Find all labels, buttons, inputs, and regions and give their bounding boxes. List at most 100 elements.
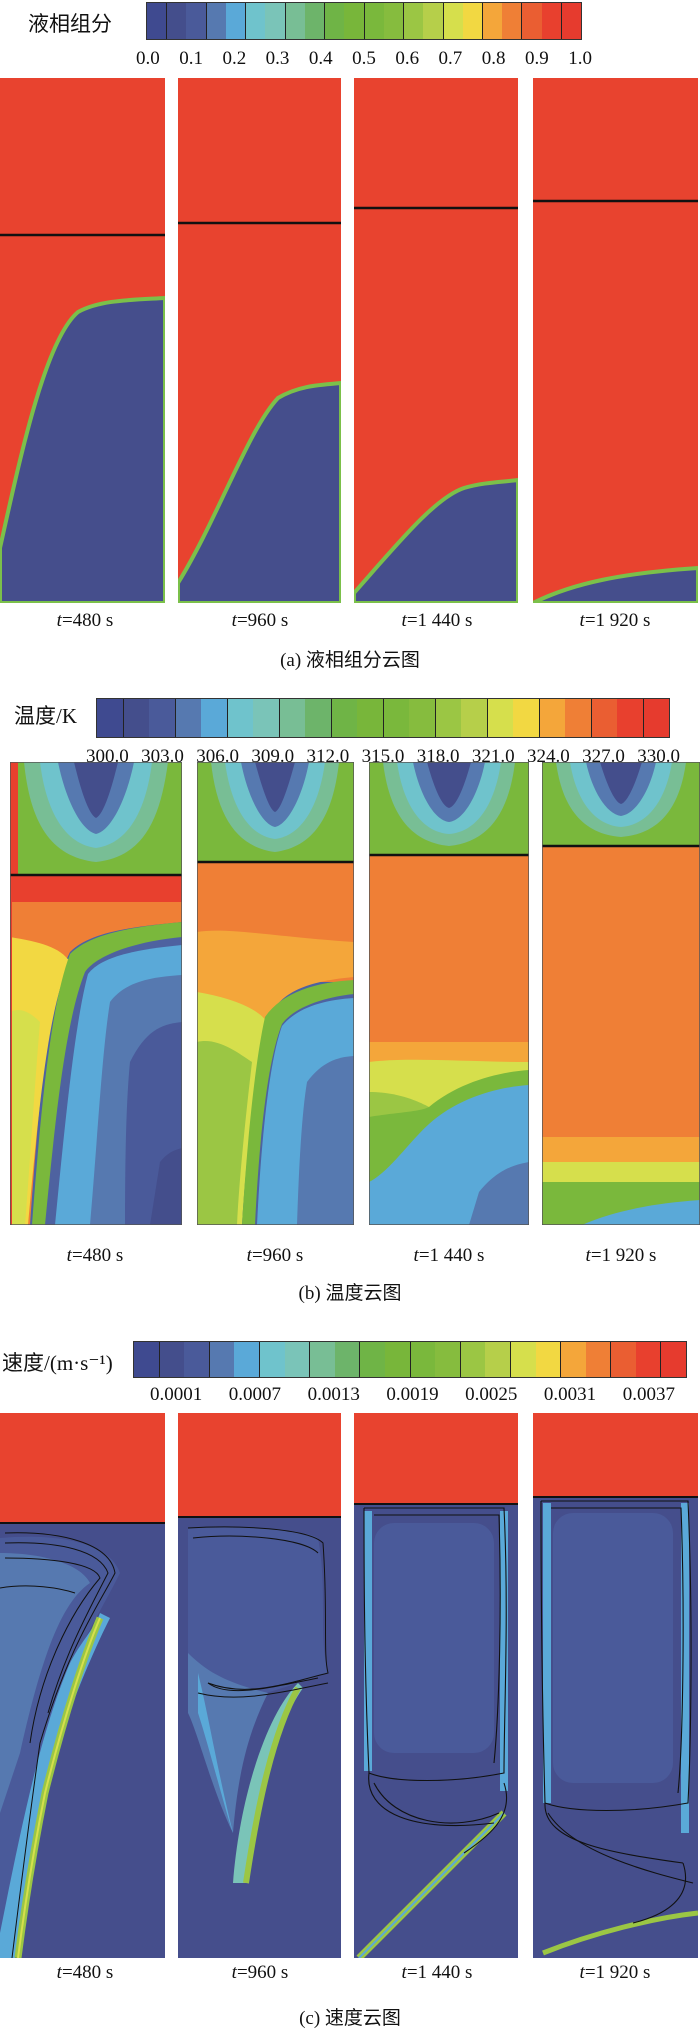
colorbar-swatch <box>285 3 305 39</box>
colorbar-swatch <box>360 1342 385 1377</box>
colorbar-swatch <box>383 3 405 39</box>
colorbar-ticks-c: 0.0001 0.0007 0.0013 0.0019 0.0025 0.0031 0.00… <box>150 1384 675 1406</box>
colorbar-swatch <box>510 1342 536 1377</box>
time-label: t=1 920 s <box>579 1962 651 1983</box>
colorbar-tick-label: 0.0025 <box>465 1384 518 1405</box>
time-label: t=1 440 s <box>401 1962 473 1983</box>
colorbar-tick-label: 0.8 <box>481 48 506 69</box>
colorbar-velocity <box>133 1341 687 1378</box>
colorbar-tick-label: 0.9 <box>524 48 549 69</box>
colorbar-swatch <box>186 3 207 39</box>
time-label: t=480 s <box>66 1245 124 1266</box>
panel-c-960 <box>178 1413 341 1958</box>
colorbar-swatch <box>284 1342 311 1377</box>
time-label: t=960 s <box>246 1245 304 1266</box>
colorbar-swatch <box>535 1342 562 1377</box>
colorbar-swatch <box>184 1342 210 1377</box>
colorbar-swatch <box>265 3 286 39</box>
panel-a-480 <box>0 78 165 603</box>
colorbar-tick-label: 0.3 <box>265 48 290 69</box>
colorbar-swatch <box>253 699 280 737</box>
colorbar-swatch <box>435 1342 461 1377</box>
colorbar-swatch <box>539 699 565 737</box>
time-label: t=1 920 s <box>585 1245 657 1266</box>
colorbar-ticks-a: 0.0 0.1 0.2 0.3 0.4 0.5 0.6 0.7 0.8 0.9 1.0 <box>136 48 592 70</box>
colorbar-swatch <box>611 1342 636 1377</box>
time-label: t=480 s <box>56 1962 114 1983</box>
colorbar-swatch <box>310 1342 335 1377</box>
colorbar-tick-label: 0.2 <box>222 48 247 69</box>
colorbar-swatch <box>487 699 513 737</box>
colorbar-swatch <box>482 3 503 39</box>
colorbar-swatch <box>513 699 540 737</box>
panel-a-1920 <box>533 78 698 603</box>
colorbar-swatch <box>227 699 253 737</box>
colorbar-swatch <box>123 699 149 737</box>
time-label: t=960 s <box>231 610 289 631</box>
colorbar-swatch <box>175 699 201 737</box>
legend-title-temperature: 温度/K <box>14 704 77 728</box>
colorbar-tick-label: 0.1 <box>179 48 203 69</box>
colorbar-tick-label: 0.0007 <box>228 1384 282 1405</box>
colorbar-swatch <box>331 699 357 737</box>
colorbar-tick-label: 1.0 <box>568 48 592 69</box>
colorbar-swatch <box>167 3 187 39</box>
colorbar-swatch <box>325 3 345 39</box>
colorbar-swatch <box>97 699 124 737</box>
colorbar-tick-label: 0.0001 <box>150 1384 203 1405</box>
colorbar-swatch <box>149 699 176 737</box>
colorbar-swatch <box>541 3 562 39</box>
colorbar-swatch <box>259 1342 285 1377</box>
colorbar-swatch <box>410 1342 436 1377</box>
colorbar-tick-label: 0.6 <box>395 48 420 69</box>
colorbar-swatch <box>383 699 409 737</box>
colorbar-swatch <box>462 3 483 39</box>
colorbar-swatch <box>435 699 461 737</box>
legend-title-velocity: 速度/(m·s⁻¹) <box>2 1351 113 1375</box>
colorbar-swatch <box>134 1342 160 1377</box>
colorbar-swatch <box>502 3 523 39</box>
colorbar-swatch <box>234 1342 260 1377</box>
colorbar-swatch <box>334 1342 361 1377</box>
panel-c-1440 <box>354 1413 518 1958</box>
colorbar-swatch <box>643 699 669 737</box>
colorbar-tick-label: 0.7 <box>438 48 463 69</box>
colorbar-swatch <box>246 3 266 39</box>
colorbar-swatch <box>617 699 644 737</box>
colorbar-tick-label: 0.0037 <box>622 1384 675 1405</box>
colorbar-temperature <box>96 698 670 738</box>
colorbar-swatch <box>159 1342 185 1377</box>
legend-title-liquid-fraction: 液相组分 <box>28 12 112 36</box>
colorbar-swatch <box>423 3 444 39</box>
panel-a-1440 <box>354 78 518 603</box>
panel-b-1920 <box>542 762 700 1225</box>
colorbar-swatch <box>201 699 228 737</box>
colorbar-swatch <box>225 3 247 39</box>
panel-c-1920 <box>533 1413 698 1958</box>
panel-b-480 <box>10 762 182 1225</box>
time-label: t=1 920 s <box>579 610 651 631</box>
colorbar-tick-label: 0.0 <box>136 48 160 69</box>
caption-a: (a) 液相组分云图 <box>280 650 420 671</box>
colorbar-tick-label: 0.0013 <box>307 1384 360 1405</box>
colorbar-swatch <box>357 699 384 737</box>
caption-b: (b) 温度云图 <box>298 1283 402 1304</box>
colorbar-swatch <box>565 699 592 737</box>
time-label: t=1 440 s <box>401 610 473 631</box>
panel-b-960 <box>197 762 354 1225</box>
colorbar-swatch <box>591 699 617 737</box>
time-label: t=480 s <box>56 610 114 631</box>
time-label: t=1 440 s <box>413 1245 485 1266</box>
colorbar-swatch <box>561 1342 586 1377</box>
colorbar-swatch <box>409 699 436 737</box>
colorbar-swatch <box>364 3 384 39</box>
colorbar-swatch <box>561 3 582 39</box>
colorbar-swatch <box>661 1342 687 1377</box>
colorbar-tick-label: 0.4 <box>308 48 333 69</box>
panel-b-1440 <box>369 762 529 1225</box>
colorbar-tick-label: 0.5 <box>352 48 376 69</box>
colorbar-swatch <box>585 1342 612 1377</box>
colorbar-swatch <box>522 3 542 39</box>
colorbar-swatch <box>443 3 463 39</box>
